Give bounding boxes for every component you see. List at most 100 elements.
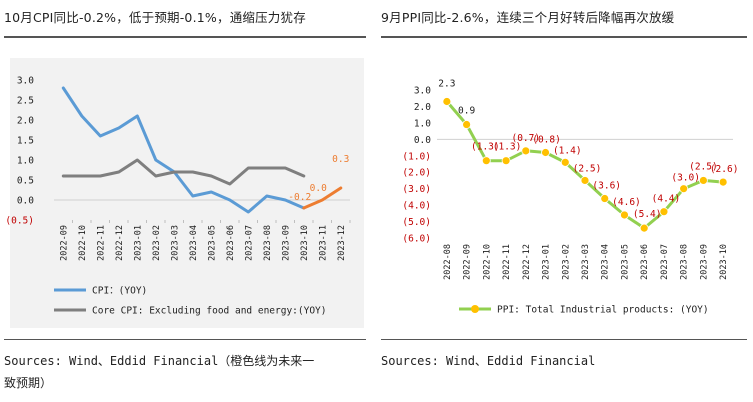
ppi-data-point (521, 146, 531, 156)
cpi-chart-area: 3.0 2.5 2.0 1.5 1.0 0.5 0.0 (0.5) 2022-09 2022-10… (5, 58, 364, 328)
cpi-source-line2: 致预期） (4, 376, 53, 390)
cpi-x-tick-label: 2022-09 (59, 225, 69, 261)
ppi-x-tick-label: 2023-03 (581, 244, 591, 280)
ppi-data-label: 0.9 (458, 106, 475, 117)
ppi-y-tick-label: (4.0) (402, 201, 431, 212)
cpi-data-label: 0.0 (310, 183, 327, 194)
ppi-title: 9月PPI同比-2.6%，连续三个月好转后降幅再次放缓 (381, 10, 675, 25)
ppi-data-label: (2.5) (573, 163, 602, 174)
ppi-x-tick-label: 2023-06 (640, 244, 650, 280)
ppi-x-tick-label: 2023-09 (699, 244, 709, 280)
ppi-panel: 9月PPI同比-2.6%，连续三个月好转后降幅再次放缓 3.0 2.0 1.0 0.0… (381, 0, 747, 402)
ppi-chart-area: 3.0 2.0 1.0 0.0 (1.0) (2.0) (3.0) (4.0) (5.0) (6.… (387, 58, 741, 328)
cpi-series-line (61, 86, 306, 214)
cpi-y-tick-label: 3.0 (17, 76, 34, 87)
ppi-data-label: (4.4) (652, 194, 681, 205)
ppi-chart: 3.0 2.0 1.0 0.0 (1.0) (2.0) (3.0) (4.0) (5.0) (6.… (402, 79, 739, 316)
cpi-title: 10月CPI同比-0.2%，低于预期-0.1%，通缩压力犹存 (4, 10, 306, 25)
ppi-x-tick-label: 2022-10 (482, 244, 492, 280)
ppi-data-label: (5.4) (633, 209, 662, 220)
ppi-data-point (698, 176, 708, 185)
ppi-x-tick-label: 2023-07 (660, 244, 670, 280)
cpi-legend-label: CPI：(YOY) (92, 286, 147, 297)
ppi-source-line1: Sources: Wind、Eddid Financial (381, 354, 596, 368)
ppi-data-point (580, 176, 590, 185)
ppi-x-tick-label: 2023-02 (561, 244, 571, 280)
cpi-y-tick-label: 1.0 (17, 156, 34, 167)
ppi-x-tick-label: 2022-08 (443, 244, 453, 280)
cpi-data-label: -0.2 (288, 192, 311, 203)
ppi-data-label: 2.3 (438, 79, 455, 90)
ppi-data-point (639, 223, 649, 233)
cpi-x-tick-label: 2023-10 (300, 225, 310, 261)
ppi-x-tick-label: 2022-11 (502, 244, 512, 280)
ppi-y-tick-label: (1.0) (402, 151, 431, 162)
ppi-y-tick-label: 0.0 (414, 135, 431, 146)
ppi-data-label: (1.3) (493, 142, 522, 153)
cpi-x-tick-label: 2023-12 (337, 225, 347, 261)
cpi-x-tick-label: 2023-08 (263, 225, 273, 261)
cpi-x-tick-label: 2023-11 (318, 225, 328, 261)
ppi-data-point (541, 148, 550, 157)
ppi-x-tick-label: 2023-10 (719, 244, 729, 280)
cpi-x-tick-label: 2022-10 (78, 225, 88, 261)
ppi-data-point (481, 156, 491, 166)
cpi-data-label: 0.3 (332, 154, 349, 165)
ppi-x-tick-label: 2022-12 (522, 244, 532, 280)
ppi-x-tick-label: 2023-08 (680, 244, 690, 280)
cpi-source-line1: Sources: Wind、Eddid Financial（橙色线为未来一 (4, 354, 315, 368)
ppi-x-tick-label: 2023-01 (542, 244, 552, 280)
cpi-x-tick-label: 2023-04 (189, 225, 199, 261)
cpi-forecast-line (302, 186, 343, 210)
ppi-x-tick-label: 2023-04 (601, 244, 611, 280)
ppi-y-tick-label: (5.0) (402, 217, 431, 228)
ppi-data-point (442, 97, 452, 106)
ppi-legend-marker (471, 305, 479, 313)
ppi-data-label: (2.5) (689, 161, 718, 172)
cpi-x-tick-label: 2023-06 (226, 225, 236, 261)
ppi-data-point (679, 184, 689, 194)
cpi-x-tick-label: 2023-05 (207, 225, 217, 261)
cpi-y-tick-label: 1.5 (17, 136, 34, 147)
ppi-legend-label: PPI: Total Industrial products: (YOY) (497, 305, 709, 316)
ppi-data-label: (0.8) (532, 134, 561, 145)
ppi-title-rule (381, 36, 747, 38)
ppi-x-tick-label: 2022-09 (463, 244, 473, 280)
ppi-y-tick-label: (6.0) (402, 234, 431, 245)
cpi-chart: 3.0 2.5 2.0 1.5 1.0 0.5 0.0 (0.5) 2022-09 2022-10… (5, 76, 351, 317)
cpi-source-rule (4, 339, 366, 340)
ppi-data-label: (0.7) (511, 133, 540, 144)
cpi-x-tick-label: 2023-01 (133, 225, 143, 261)
ppi-data-label: (4.6) (612, 197, 641, 208)
ppi-data-point (501, 156, 511, 166)
core-cpi-legend-label: Core CPI: Excluding food and energy:(YOY… (92, 306, 327, 317)
ppi-data-label: (3.0) (671, 173, 700, 184)
cpi-x-tick-label: 2023-07 (244, 225, 254, 261)
ppi-data-point (560, 157, 570, 167)
ppi-y-tick-label: (3.0) (402, 184, 431, 195)
cpi-y-tick-label: 0.5 (17, 176, 34, 187)
ppi-data-point (620, 210, 629, 220)
ppi-y-tick-label: (2.0) (402, 168, 431, 179)
cpi-x-tick-label: 2022-11 (96, 225, 106, 261)
ppi-y-tick-label: 3.0 (414, 86, 431, 97)
ppi-x-tick-label: 2023-05 (620, 244, 630, 280)
cpi-y-tick-label: (0.5) (5, 216, 34, 227)
cpi-x-tick-label: 2023-09 (281, 225, 291, 261)
ppi-y-tick-label: 1.0 (414, 118, 431, 129)
ppi-data-label: (1.4) (553, 145, 582, 156)
ppi-source-rule (381, 339, 747, 340)
ppi-data-point (659, 207, 669, 217)
cpi-x-tick-label: 2023-03 (170, 225, 180, 261)
cpi-x-tick-label: 2022-12 (115, 225, 125, 261)
cpi-x-tick-label: 2023-02 (152, 225, 162, 261)
core-cpi-series-line (61, 158, 306, 186)
cpi-title-rule (4, 36, 366, 38)
ppi-data-point (718, 177, 728, 187)
ppi-data-label: (3.6) (592, 181, 621, 192)
ppi-data-point (600, 194, 610, 203)
ppi-data-point (462, 120, 471, 129)
cpi-panel: 10月CPI同比-0.2%，低于预期-0.1%，通缩压力犹存 3.0 2.5 2.0… (4, 0, 370, 402)
cpi-y-tick-label: 0.0 (17, 196, 34, 207)
ppi-data-label: (2.6) (710, 164, 739, 175)
